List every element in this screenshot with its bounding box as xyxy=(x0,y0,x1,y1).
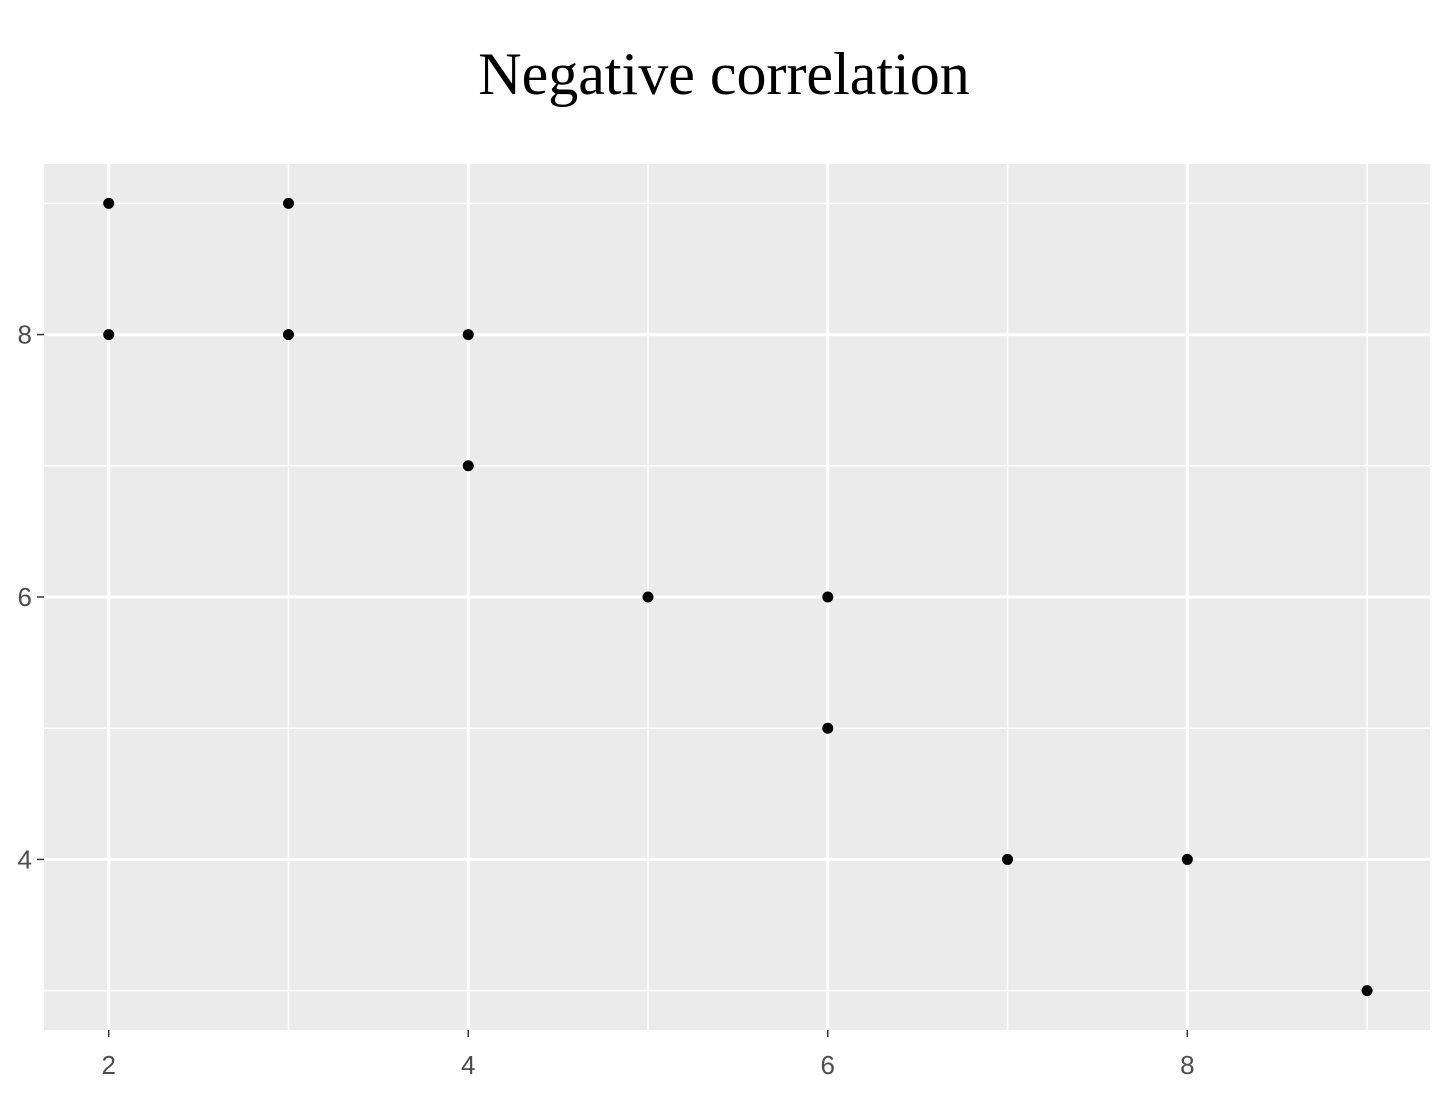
data-points xyxy=(103,197,1373,997)
y-axis: 4 6 8 xyxy=(18,320,44,874)
y-tick-label: 8 xyxy=(18,320,32,350)
data-point xyxy=(822,722,834,734)
chart-title: Negative correlation xyxy=(478,41,970,107)
x-tick-label: 2 xyxy=(101,1050,115,1080)
x-axis: 2 4 6 8 xyxy=(101,1030,1195,1080)
data-point xyxy=(282,329,294,341)
x-tick-label: 8 xyxy=(1180,1050,1194,1080)
data-point xyxy=(462,329,474,341)
x-tick-label: 6 xyxy=(821,1050,835,1080)
data-point xyxy=(1181,853,1193,865)
data-point xyxy=(103,197,115,209)
data-point xyxy=(103,329,115,341)
data-point xyxy=(1002,853,1014,865)
x-tick-label: 4 xyxy=(461,1050,475,1080)
data-point xyxy=(642,591,654,603)
data-point xyxy=(822,591,834,603)
data-point xyxy=(282,197,294,209)
y-tick-label: 6 xyxy=(18,582,32,612)
data-point xyxy=(462,460,474,472)
data-point xyxy=(1361,985,1373,997)
y-tick-label: 4 xyxy=(18,844,32,874)
